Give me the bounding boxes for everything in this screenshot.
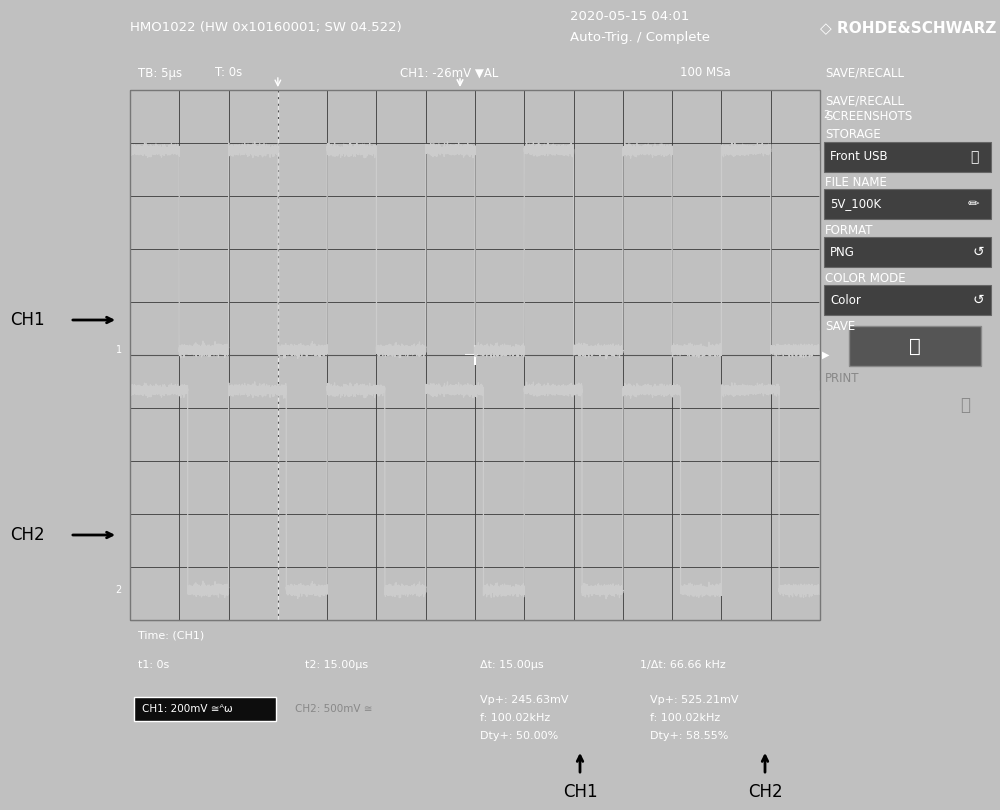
Text: f: 100.02kHz: f: 100.02kHz: [650, 713, 720, 723]
Text: PNG: PNG: [830, 245, 855, 258]
Text: PRINT: PRINT: [825, 372, 860, 385]
Text: FILE NAME: FILE NAME: [825, 176, 887, 189]
Text: SAVE/RECALL: SAVE/RECALL: [825, 94, 904, 107]
Text: STORAGE: STORAGE: [825, 128, 881, 141]
Text: SAVE: SAVE: [825, 320, 855, 333]
Text: Time: (CH1): Time: (CH1): [138, 630, 204, 640]
Text: TB: 5μs: TB: 5μs: [138, 66, 182, 79]
Text: Color: Color: [830, 293, 861, 306]
Text: SAVE/RECALL: SAVE/RECALL: [825, 66, 904, 79]
Text: T: 0s: T: 0s: [215, 66, 242, 79]
Text: ↺: ↺: [973, 245, 985, 259]
Text: 100 MSa: 100 MSa: [680, 66, 731, 79]
Text: Auto-Trig. / Complete: Auto-Trig. / Complete: [570, 32, 710, 45]
Text: HMO1022 (HW 0x10160001; SW 04.522): HMO1022 (HW 0x10160001; SW 04.522): [130, 22, 402, 35]
Text: CH1: -26mV ▼AL: CH1: -26mV ▼AL: [400, 66, 498, 79]
Text: CH2: CH2: [10, 526, 45, 544]
Text: t1: 0s: t1: 0s: [138, 660, 169, 670]
Text: ✏: ✏: [968, 197, 980, 211]
Text: Dty+: 50.00%: Dty+: 50.00%: [480, 731, 558, 741]
Text: Vp+: 245.63mV: Vp+: 245.63mV: [480, 695, 568, 705]
Text: FORMAT: FORMAT: [825, 224, 874, 237]
Text: f: 100.02kHz: f: 100.02kHz: [480, 713, 550, 723]
FancyBboxPatch shape: [824, 142, 991, 172]
Text: 1: 1: [116, 345, 122, 355]
Text: 📷: 📷: [909, 336, 921, 356]
Text: CH2: CH2: [748, 783, 782, 801]
Text: 2: 2: [823, 110, 829, 120]
Text: ⎙: ⎙: [960, 396, 970, 414]
Text: CH1: CH1: [563, 783, 597, 801]
Text: CH1: 200mV ≅ᴬω: CH1: 200mV ≅ᴬω: [142, 704, 233, 714]
Text: t2: 15.00μs: t2: 15.00μs: [305, 660, 368, 670]
Text: 1/Δt: 66.66 kHz: 1/Δt: 66.66 kHz: [640, 660, 726, 670]
Text: Δt: 15.00μs: Δt: 15.00μs: [480, 660, 544, 670]
FancyBboxPatch shape: [849, 326, 981, 366]
Text: SCREENSHOTS: SCREENSHOTS: [825, 110, 912, 123]
FancyBboxPatch shape: [824, 237, 991, 267]
Text: 2020-05-15 04:01: 2020-05-15 04:01: [570, 11, 689, 23]
Text: Dty+: 58.55%: Dty+: 58.55%: [650, 731, 728, 741]
FancyBboxPatch shape: [824, 285, 991, 315]
Text: ↺: ↺: [973, 293, 985, 307]
Text: CH1: CH1: [10, 311, 45, 329]
FancyBboxPatch shape: [824, 189, 991, 219]
Text: ▶: ▶: [822, 350, 830, 360]
Text: Vp+: 525.21mV: Vp+: 525.21mV: [650, 695, 738, 705]
Text: Front USB: Front USB: [830, 151, 888, 164]
Text: COLOR MODE: COLOR MODE: [825, 272, 906, 285]
Text: 2: 2: [116, 585, 122, 595]
FancyBboxPatch shape: [134, 697, 276, 721]
Text: ◇ ROHDE&SCHWARZ: ◇ ROHDE&SCHWARZ: [820, 20, 996, 36]
Text: ⎙: ⎙: [970, 150, 978, 164]
Text: 5V_100K: 5V_100K: [830, 198, 881, 211]
Text: CH2: 500mV ≅: CH2: 500mV ≅: [295, 704, 372, 714]
